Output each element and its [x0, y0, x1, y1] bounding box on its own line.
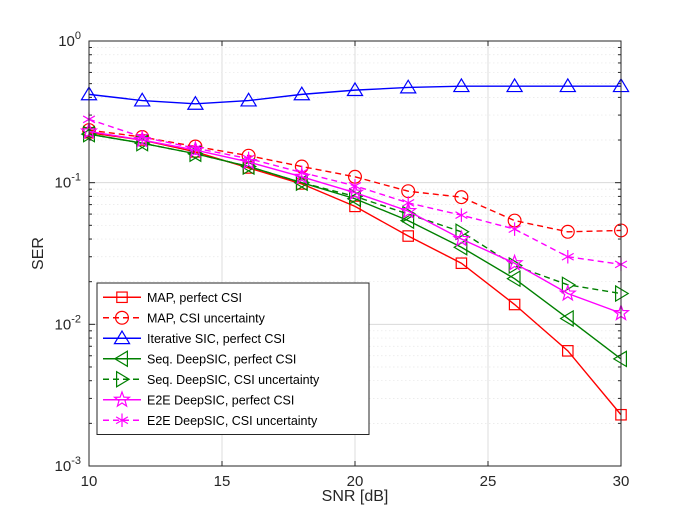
square-marker — [402, 230, 414, 242]
legend-label: E2E DeepSIC, CSI uncertainty — [147, 414, 318, 428]
asterisk-marker — [455, 208, 468, 222]
triangle-up-marker — [505, 77, 524, 93]
triangle-left-marker — [506, 270, 521, 288]
asterisk-marker — [348, 179, 362, 193]
legend-label: MAP, CSI uncertainty — [147, 311, 266, 325]
x-tick-label: 15 — [214, 473, 231, 490]
legend-label: E2E DeepSIC, perfect CSI — [147, 393, 294, 407]
series-line — [88, 129, 622, 233]
triangle-up-marker — [113, 329, 131, 345]
x-tick-label: 20 — [347, 473, 364, 490]
legend: MAP, perfect CSI MAP, CSI uncertainty Iter… — [96, 282, 370, 435]
asterisk-marker — [402, 196, 415, 210]
circle-marker — [560, 224, 575, 239]
legend-label: Seq. DeepSIC, CSI uncertainty — [147, 373, 320, 387]
data-series — [79, 77, 631, 421]
triangle-left-marker — [293, 174, 308, 192]
triangle-left-marker — [612, 350, 628, 368]
triangle-up-marker — [452, 77, 471, 93]
triangle-left-marker — [113, 350, 129, 368]
series-line — [88, 130, 622, 314]
triangle-right-marker — [295, 174, 311, 192]
triangle-left-marker — [346, 190, 361, 208]
series-line — [88, 85, 621, 105]
star-marker — [558, 283, 577, 302]
triangle-left-marker — [559, 309, 574, 328]
legend-entry: E2E DeepSIC, perfect CSI — [103, 390, 294, 408]
legend-box — [96, 282, 370, 435]
y-tick-label: 100 — [58, 30, 81, 50]
star-marker — [112, 390, 132, 408]
triangle-up-marker — [346, 81, 364, 97]
triangle-right-marker — [402, 205, 417, 223]
x-axis-label: SNR [dB] — [322, 488, 389, 505]
triangle-left-marker — [240, 157, 255, 176]
legend-label: Seq. DeepSIC, perfect CSI — [147, 352, 296, 366]
legend-entry: MAP, CSI uncertainty — [103, 310, 266, 325]
triangle-right-marker — [508, 256, 523, 275]
legend-entry: MAP, perfect CSI — [103, 291, 242, 305]
x-tick-label: 30 — [613, 473, 630, 490]
triangle-left-marker — [399, 211, 415, 230]
series-6 — [79, 121, 631, 321]
triangle-right-marker — [115, 370, 131, 388]
asterisk-marker — [242, 151, 255, 166]
triangle-right-marker — [136, 134, 151, 152]
legend-entry: E2E DeepSIC, CSI uncertainty — [103, 413, 318, 428]
y-tick-label: 10-2 — [55, 313, 81, 333]
circle-marker — [114, 310, 129, 325]
asterisk-marker — [136, 130, 149, 144]
triangle-left-marker — [80, 125, 96, 143]
square-marker — [561, 345, 574, 357]
asterisk-marker — [189, 141, 202, 156]
series-3 — [80, 77, 630, 110]
triangle-up-marker — [559, 77, 577, 93]
legend-entry: Seq. DeepSIC, perfect CSI — [103, 350, 296, 368]
legend-entry: Seq. DeepSIC, CSI uncertainty — [103, 370, 320, 388]
triangle-right-marker — [614, 284, 630, 303]
star-marker — [452, 229, 471, 247]
y-tick-label: 10-3 — [55, 455, 81, 475]
x-tick-label: 25 — [480, 473, 497, 490]
asterisk-marker — [561, 249, 574, 264]
triangle-up-marker — [133, 92, 151, 107]
triangle-right-marker — [455, 223, 470, 241]
circle-marker — [454, 190, 469, 205]
star-marker — [505, 253, 524, 271]
y-axis-label: SER — [30, 237, 47, 270]
series-line — [88, 132, 622, 416]
triangle-up-marker — [186, 95, 205, 110]
legend-label: Iterative SIC, perfect CSI — [147, 332, 285, 346]
star-marker — [345, 183, 365, 201]
asterisk-marker — [295, 165, 308, 180]
y-tick-label: 10-1 — [55, 172, 81, 192]
axis-ticks: 10 15 20 25 30 100 10-1 10-2 10-3 — [55, 30, 630, 490]
asterisk-marker — [508, 222, 521, 236]
triangle-right-marker — [82, 125, 98, 143]
legend-label: MAP, perfect CSI — [147, 291, 242, 305]
legend-entry: Iterative SIC, perfect CSI — [103, 329, 285, 346]
square-marker — [455, 257, 468, 270]
asterisk-marker — [115, 413, 129, 428]
triangle-up-marker — [239, 92, 258, 107]
x-tick-label: 10 — [81, 473, 98, 490]
square-marker — [116, 291, 128, 304]
star-marker — [399, 201, 418, 219]
triangle-up-marker — [293, 86, 311, 101]
square-marker — [508, 298, 521, 311]
triangle-up-marker — [399, 79, 417, 94]
